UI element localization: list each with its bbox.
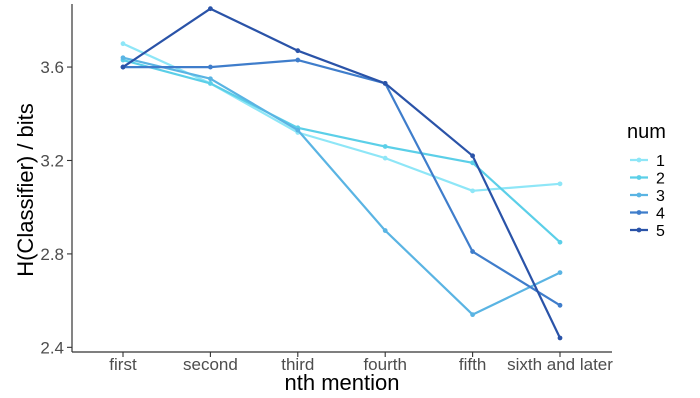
x-tick-label: sixth and later xyxy=(507,355,613,374)
legend-key-point xyxy=(636,192,642,198)
data-point xyxy=(120,41,126,47)
data-point xyxy=(208,64,213,70)
series-5 xyxy=(120,6,563,341)
legend-label: 5 xyxy=(656,223,665,240)
data-point xyxy=(557,335,563,341)
data-point xyxy=(470,249,475,254)
series-line xyxy=(123,58,561,307)
series-1 xyxy=(120,41,563,194)
data-point xyxy=(470,153,475,159)
x-tick-label: fifth xyxy=(459,355,486,374)
x-tick-label: second xyxy=(183,355,238,374)
data-point xyxy=(208,81,213,86)
series-line xyxy=(122,56,561,316)
legend-key-point xyxy=(636,210,642,215)
ticks-layer: 2.4 2.8 3.2 3.6 first second third fourth fifth s… xyxy=(40,58,613,374)
series-layer xyxy=(120,6,563,341)
series-line xyxy=(122,59,561,244)
legend-item-3: 3 xyxy=(630,188,665,205)
legend-key-point xyxy=(636,227,642,233)
data-point xyxy=(295,57,301,63)
series-4 xyxy=(120,57,563,308)
data-point xyxy=(470,188,475,194)
legend-label: 4 xyxy=(656,206,665,223)
data-point xyxy=(208,76,213,82)
y-tick-label: 2.4 xyxy=(40,338,64,357)
data-point xyxy=(557,181,563,187)
y-tick-label: 2.8 xyxy=(40,245,64,264)
x-tick-label: first xyxy=(109,355,137,374)
y-tick-label: 3.2 xyxy=(40,151,64,170)
x-tick-label: third xyxy=(281,355,314,374)
data-point xyxy=(382,155,388,161)
data-point xyxy=(208,6,213,12)
data-point xyxy=(557,270,563,275)
data-point xyxy=(120,64,126,70)
legend-item-5: 5 xyxy=(630,223,665,240)
y-axis-title: H(Classifier) / bits xyxy=(13,103,38,277)
data-point xyxy=(382,81,388,86)
legend-key-point xyxy=(636,175,642,180)
x-tick-label: fourth xyxy=(363,355,406,374)
series-line xyxy=(122,42,561,192)
data-point xyxy=(557,302,563,308)
legend-item-2: 2 xyxy=(630,171,665,188)
series-3 xyxy=(120,55,563,318)
data-point xyxy=(295,127,301,133)
data-point xyxy=(557,239,563,245)
legend-label: 2 xyxy=(656,171,665,188)
legend-label: 3 xyxy=(656,188,665,205)
data-point xyxy=(470,312,475,318)
data-point xyxy=(120,55,126,61)
data-point xyxy=(470,160,475,166)
series-2 xyxy=(120,57,563,245)
series-line xyxy=(122,7,561,339)
data-point xyxy=(382,228,388,233)
legend-key-point xyxy=(636,157,642,163)
data-point xyxy=(382,144,388,149)
legend-item-4: 4 xyxy=(630,206,665,223)
legend-label: 1 xyxy=(656,153,665,170)
legend-title: num xyxy=(627,121,666,143)
x-axis-title: nth mention xyxy=(285,370,400,395)
data-point xyxy=(295,48,301,54)
legend-item-1: 1 xyxy=(630,153,665,170)
y-tick-label: 3.6 xyxy=(40,58,64,77)
axes xyxy=(71,4,612,353)
